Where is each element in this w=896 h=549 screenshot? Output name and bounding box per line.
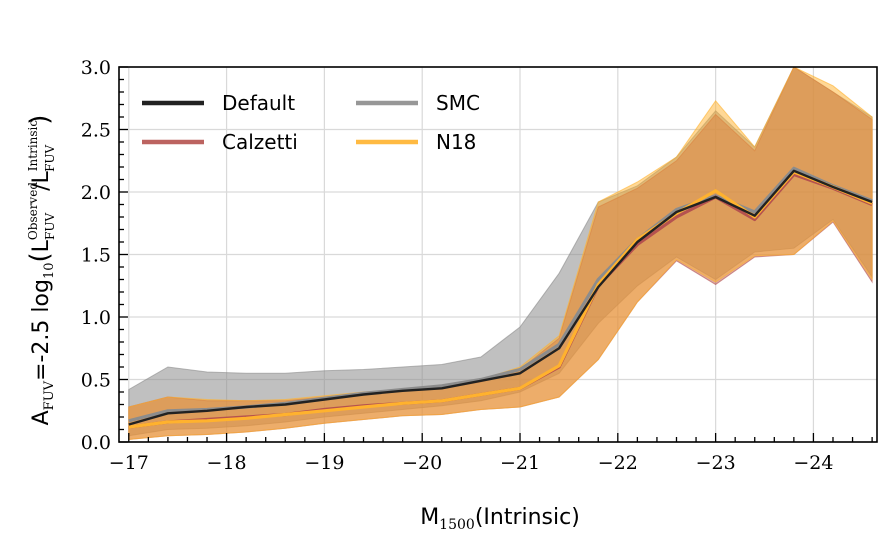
y-tick-label-1: 0.5 — [81, 370, 111, 392]
uncertainty-bands — [128, 67, 873, 441]
x-axis-title: M1500(Intrinsic) — [420, 505, 580, 533]
y-title-eq: =-2.5 log — [29, 279, 54, 381]
y-tick-label-2: 1.0 — [81, 307, 111, 329]
axis-ticks — [119, 66, 873, 443]
x-title-rest: (Intrinsic) — [475, 505, 580, 530]
x-title-sub: 1500 — [439, 517, 475, 533]
x-tick-label-0: −17 — [109, 452, 149, 474]
tick-labels: −17 −18 −19 −20 −21 −22 −23 −24 0.0 0.5 1.0 1.5 2.0 2… — [81, 57, 834, 474]
y-title-l1-sup: Observed — [26, 182, 40, 240]
y-title-l2-sup: Intrinsic — [26, 120, 40, 172]
y-title-log-sub: 10 — [42, 263, 57, 280]
y-tick-label-5: 2.5 — [81, 120, 111, 142]
y-title-l1: L — [29, 239, 54, 252]
y-title-l1-sub: FUV — [43, 213, 57, 240]
legend: Default SMC Calzetti N18 — [142, 91, 480, 154]
legend-label-smc: SMC — [436, 91, 480, 115]
series-lines — [128, 166, 873, 429]
x-tick-label-1: −18 — [207, 452, 247, 474]
y-title-l2: L — [29, 170, 54, 183]
x-tick-label-5: −22 — [598, 452, 638, 474]
y-tick-label-6: 3.0 — [81, 57, 111, 79]
y-title-l2-sub: FUV — [43, 144, 57, 171]
x-title-main: M — [420, 505, 439, 530]
x-tick-label-2: −19 — [304, 452, 344, 474]
y-title-slash: / — [29, 183, 54, 191]
y-title-lparen: ( — [25, 252, 55, 262]
x-tick-label-3: −20 — [402, 452, 442, 474]
y-tick-label-3: 1.5 — [81, 245, 111, 267]
y-title-a: A — [29, 410, 54, 425]
line-default — [128, 169, 873, 426]
legend-label-default: Default — [222, 91, 295, 115]
legend-label-n18: N18 — [436, 130, 476, 154]
y-title-a-sub: FUV — [42, 380, 57, 410]
y-title-rparen: ) — [25, 115, 55, 125]
y-axis-title: AFUV=-2.5 log10(LObserved FUV/LIntrinsic F… — [25, 115, 57, 426]
y-tick-label-0: 0.0 — [81, 432, 111, 454]
legend-label-calzetti: Calzetti — [222, 130, 298, 154]
x-tick-label-6: −23 — [696, 452, 736, 474]
y-tick-label-4: 2.0 — [81, 182, 111, 204]
x-tick-label-7: −24 — [793, 452, 833, 474]
x-tick-label-4: −21 — [500, 452, 540, 474]
